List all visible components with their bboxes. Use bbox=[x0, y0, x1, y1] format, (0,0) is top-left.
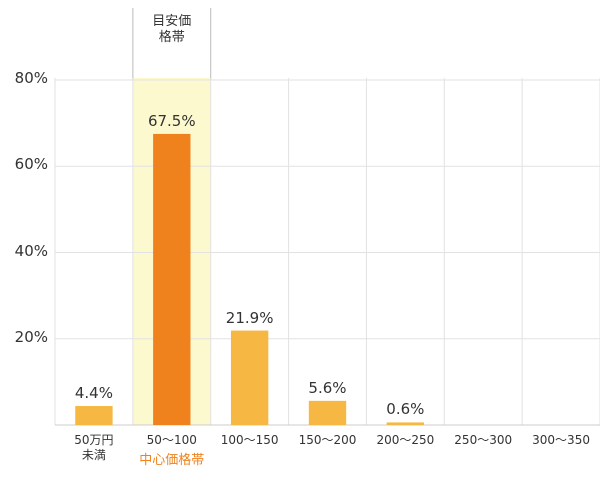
value-label: 0.6% bbox=[386, 400, 425, 419]
bar bbox=[153, 133, 191, 425]
value-label: 5.6% bbox=[308, 378, 347, 397]
bar bbox=[308, 400, 347, 425]
x-tick-label: 100〜150 bbox=[220, 433, 279, 447]
bar bbox=[386, 422, 425, 425]
value-label: 21.9% bbox=[225, 308, 274, 327]
value-label: 67.5% bbox=[147, 111, 196, 130]
highlight-label: 中心価格帯 bbox=[139, 453, 205, 468]
y-tick-label: 40% bbox=[14, 241, 48, 260]
header-label: 目安価 格帯 bbox=[152, 14, 192, 46]
bar bbox=[230, 330, 269, 425]
x-tick-label: 250〜300 bbox=[454, 433, 513, 447]
bar bbox=[75, 406, 113, 425]
x-tick-label: 200〜250 bbox=[376, 433, 435, 447]
value-label: 4.4% bbox=[74, 384, 113, 403]
x-tick-label: 150〜200 bbox=[298, 433, 357, 447]
y-tick-label: 60% bbox=[14, 155, 48, 174]
x-tick-label: 50〜100 bbox=[146, 433, 197, 447]
y-tick-label: 20% bbox=[14, 327, 48, 346]
x-tick-label: 300〜350 bbox=[532, 433, 590, 447]
y-tick-label: 80% bbox=[14, 69, 48, 87]
x-tick-label: 50万円 未満 bbox=[74, 433, 114, 462]
